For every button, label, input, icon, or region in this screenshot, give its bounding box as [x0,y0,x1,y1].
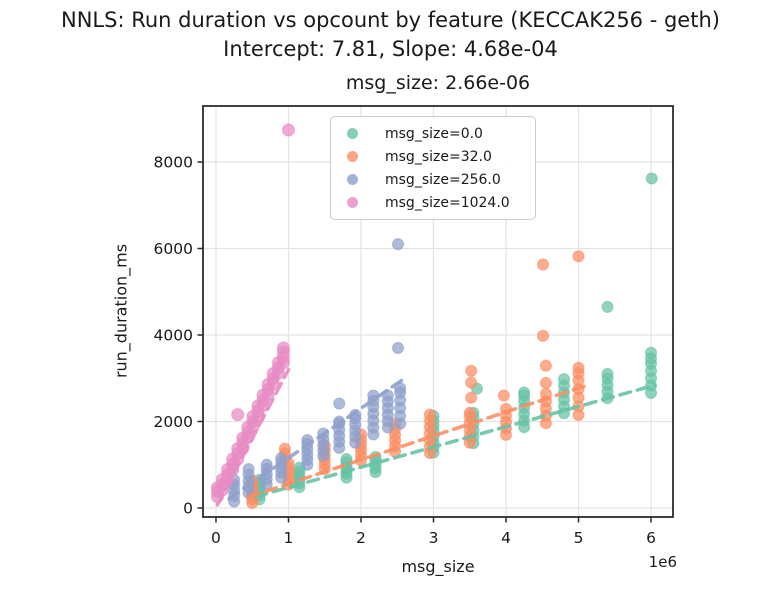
scatter-point [333,397,346,410]
x-tick-label: 4 [501,529,511,547]
scatter-point [231,407,245,422]
legend-entry: msg_size=256.0 [331,168,535,191]
chart-title: NNLS: Run duration vs opcount by feature… [61,8,720,32]
scatter-point [539,376,552,390]
legend-label: msg_size=256.0 [385,171,501,188]
scatter-point [276,341,291,355]
scatter-point [463,406,476,419]
scatter-point [572,250,585,263]
scatter-point [557,373,571,386]
legend-entry: msg_size=0.0 [331,122,535,145]
scatter-point [539,359,552,372]
y-axis-label: run_duration_ms [111,243,131,379]
legend-marker-icon [347,197,358,208]
legend-entry: msg_size=32.0 [331,145,535,168]
scatter-point [423,408,436,421]
y-tick-label: 6000 [154,240,193,258]
axes-title: msg_size: 2.66e-06 [345,72,531,94]
scatter-point [645,172,658,185]
scatter-point [644,346,658,359]
y-tick-label: 4000 [154,327,193,345]
series-msg_size=1024.0 [210,123,296,504]
x-tick-label: 2 [356,529,366,547]
scatter-point [518,386,531,399]
ticks: 0 1 2 3 4 5 6 0 2000 4000 6000 8000 [154,154,656,547]
scatter-point [281,123,296,137]
series-msg_size=0.0 [253,172,658,506]
x-tick-label: 0 [211,529,221,547]
scatter-point [242,462,255,476]
scatter-point [601,300,614,313]
trend-line-msg_size=256.0 [227,375,408,501]
scatter-point [497,389,510,402]
scatter-point [340,453,353,466]
scatter-point [465,391,478,404]
x-tick-label: 1 [284,529,294,547]
legend-marker-icon [347,128,358,139]
chart-subtitle: Intercept: 7.81, Slope: 4.68e-04 [223,37,558,61]
scatter-point [572,361,585,374]
scatter-point [601,367,614,381]
scatter-point [465,376,478,389]
scatter-point [536,258,550,271]
trend-line-msg_size=32.0 [246,383,588,499]
x-tick-label: 5 [574,529,584,547]
y-tick-label: 0 [183,500,193,518]
x-axis-offset-label: 1e6 [648,553,677,571]
legend-marker-icon [347,151,358,162]
trend-line-msg_size=0.0 [254,383,657,499]
trend-line-msg_size=1024.0 [215,367,291,507]
scatter-point [260,458,273,471]
legend-marker-icon [347,174,358,185]
axes-spines [202,105,674,518]
scatter-point [391,238,405,251]
y-tick-label: 8000 [154,154,193,172]
legend-label: msg_size=32.0 [385,148,492,165]
legend-label: msg_size=0.0 [385,125,483,142]
scatter-point [465,364,478,378]
x-tick-label: 6 [646,529,656,547]
y-tick-label: 2000 [154,413,193,431]
scatter-point [536,329,550,342]
x-tick-label: 3 [429,529,439,547]
x-axis-label: msg_size [401,557,475,576]
scatter-point [391,341,405,355]
legend-entry: msg_size=1024.0 [331,191,535,214]
legend-label: msg_size=1024.0 [385,194,510,211]
